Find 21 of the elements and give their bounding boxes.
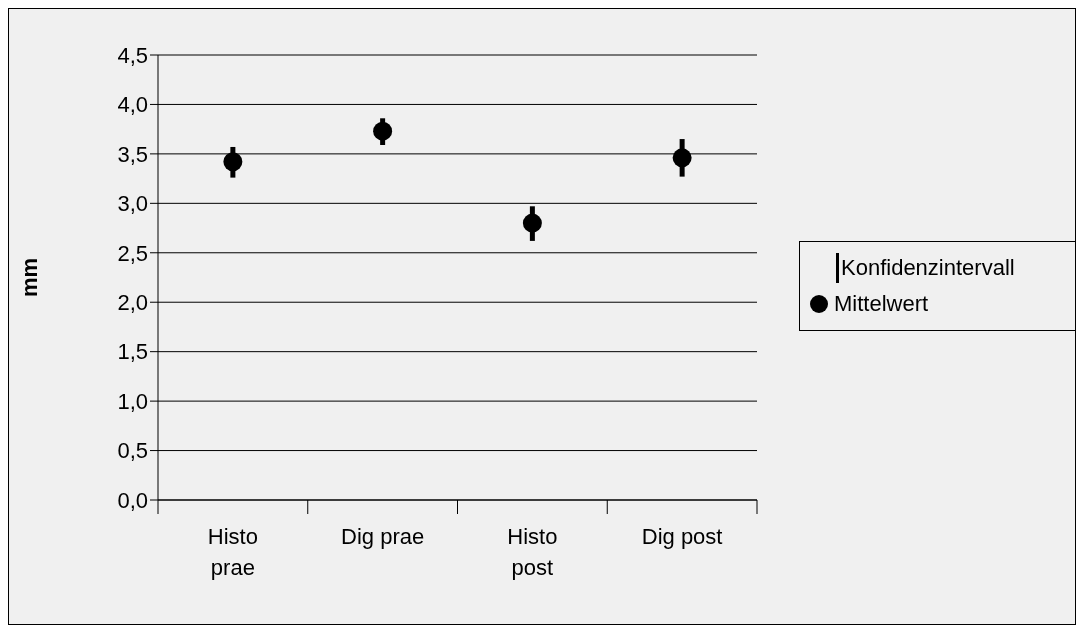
x-tick-label: Histo prae: [207, 524, 258, 580]
y-tick-label: 0,5: [117, 438, 148, 464]
point: [672, 148, 692, 168]
legend-label: Mittelwert: [834, 290, 929, 318]
y-axis-title: mm: [16, 257, 42, 298]
y-tick-label: 3,5: [117, 141, 148, 167]
x-tick-label: Dig post: [641, 524, 723, 549]
point: [373, 121, 393, 141]
y-tick-label: 4,0: [117, 92, 148, 118]
x-tick-label: Histo post: [507, 524, 558, 580]
y-tick-label: 0,0: [117, 487, 148, 513]
y-tick-label: 4,5: [117, 42, 148, 68]
y-tick-label: 3,0: [117, 191, 148, 217]
point: [223, 152, 243, 172]
y-tick-label: 1,0: [117, 388, 148, 414]
y-tick-label: 1,5: [117, 339, 148, 365]
point: [522, 213, 542, 233]
y-tick-label: 2,5: [117, 240, 148, 266]
y-tick-label: 2,0: [117, 290, 148, 316]
x-tick-label: Dig prae: [341, 524, 425, 549]
text: Konfidenzintervall: [841, 254, 1015, 282]
